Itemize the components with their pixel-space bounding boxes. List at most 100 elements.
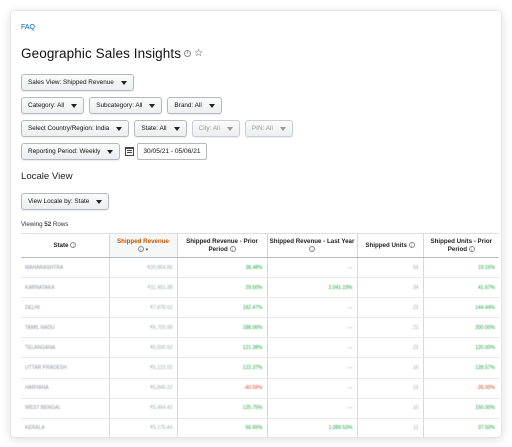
cell-state: UTTAR PRADESH (21, 357, 109, 379)
cell-shipped-revenue: ₹5,464.42 (108, 398, 177, 419)
subcategory-label: Subcategory: All (96, 102, 143, 109)
cell-shipped-units: 21 (356, 317, 423, 339)
table-row: MAHARASHTRA ₹20,854.86 38.48% —56 19.15% (21, 257, 499, 279)
cell-shipped-revenue: ₹20,854.86 (108, 257, 177, 279)
col-revenue-prior-period[interactable]: Shipped Revenue - Prior Period i (176, 233, 267, 258)
brand-label: Brand: All (174, 102, 202, 109)
cell-units-prior-period: 41.67% (422, 277, 499, 299)
cell-revenue-prior-period: 122.37% (176, 357, 267, 379)
cell-revenue-last-year: 1,089.53% (266, 418, 357, 437)
info-icon: i (468, 245, 475, 252)
pin-dropdown: PIN: All (244, 120, 293, 137)
report-panel: FAQ Geographic Sales Insights i ☆ Sales … (10, 10, 502, 438)
cell-shipped-units: 22 (356, 337, 423, 359)
filter-row-4: Reporting Period: Weekly 30/05/21 - 05/0… (21, 143, 207, 160)
table-row: HARYANA ₹5,845.22 -40.59% —15 -35.00% (21, 378, 499, 399)
faq-link[interactable]: FAQ (21, 24, 36, 31)
table-header-row: State i Shipped Revenue i ▾ Shipped Reven… (21, 233, 499, 258)
subcategory-dropdown[interactable]: Subcategory: All (89, 97, 163, 114)
cell-revenue-prior-period: -40.59% (176, 378, 267, 399)
brand-dropdown[interactable]: Brand: All (167, 97, 222, 114)
chevron-down-icon (120, 80, 127, 85)
country-label: Select Country/Region: India (28, 125, 110, 132)
cell-state: DELHI (21, 297, 109, 319)
country-dropdown[interactable]: Select Country/Region: India (21, 120, 130, 137)
cell-shipped-revenue: ₹5,845.22 (108, 378, 177, 399)
city-label: City: All (198, 125, 220, 132)
cell-shipped-units: 15 (356, 378, 423, 399)
col-shipped-revenue[interactable]: Shipped Revenue i ▾ (108, 233, 177, 258)
info-icon: i (408, 241, 415, 248)
cell-revenue-last-year: — (266, 337, 357, 359)
col-state[interactable]: State i (21, 233, 109, 258)
state-dropdown[interactable]: State: All (134, 120, 187, 137)
info-icon[interactable]: i (184, 50, 192, 57)
cell-revenue-prior-period: 38.48% (176, 257, 267, 279)
filter-row-3: Select Country/Region: India State: All … (21, 120, 293, 137)
cell-units-prior-period: 120.00% (422, 337, 499, 359)
table-body: MAHARASHTRA ₹20,854.86 38.48% —56 19.15% KARN… (21, 257, 499, 437)
reporting-period-dropdown[interactable]: Reporting Period: Weekly (21, 143, 121, 160)
info-icon: i (70, 241, 77, 248)
viewing-prefix: Viewing (21, 221, 43, 228)
cell-revenue-last-year: 2,041.19% (266, 277, 357, 299)
cell-shipped-units: 16 (356, 357, 423, 379)
cell-state: MAHARASHTRA (21, 257, 109, 279)
sort-desc-icon: ▾ (145, 246, 149, 253)
cell-revenue-prior-period: 56.65% (176, 418, 267, 437)
chevron-down-icon (226, 126, 233, 131)
chevron-down-icon (173, 126, 180, 131)
col-units-prior-period[interactable]: Shipped Units - Prior Period i (422, 233, 499, 258)
chevron-down-icon (107, 149, 114, 154)
info-icon: i (137, 245, 144, 252)
cell-shipped-revenue: ₹5,175.44 (108, 418, 177, 437)
filter-row-2: Category: All Subcategory: All Brand: Al… (21, 97, 222, 114)
col-shipped-units[interactable]: Shipped Units i (356, 233, 423, 258)
cell-revenue-last-year: — (266, 398, 357, 419)
info-icon: i (309, 245, 315, 252)
chevron-down-icon (279, 126, 286, 131)
calendar-icon[interactable] (125, 147, 135, 156)
cell-units-prior-period: 150.00% (422, 398, 499, 419)
cell-units-prior-period: 144.44% (422, 297, 499, 319)
table-row: TAMIL NADU ₹6,705.98 188.06% —21 200.00% (21, 317, 499, 339)
cell-shipped-units: 10 (356, 398, 423, 419)
cell-revenue-prior-period: 121.38% (176, 337, 267, 359)
chevron-down-icon (116, 126, 123, 131)
cell-state: KERALA (21, 418, 109, 437)
cell-units-prior-period: 200.00% (422, 317, 499, 339)
info-icon: i (229, 245, 236, 252)
view-locale-dropdown[interactable]: View Locale by: State (21, 193, 110, 210)
chevron-down-icon (96, 199, 103, 204)
cell-units-prior-period: 37.50% (422, 418, 499, 437)
cell-shipped-units: 34 (356, 277, 423, 299)
date-range-field[interactable]: 30/05/21 - 05/06/21 (137, 143, 207, 160)
cell-shipped-units: 11 (356, 418, 423, 437)
page-title: Geographic Sales Insights (21, 46, 182, 61)
sales-view-label: Sales View: Shipped Revenue (28, 79, 114, 86)
cell-units-prior-period: -35.00% (422, 378, 499, 399)
category-label: Category: All (28, 102, 65, 109)
table-row: DELHI ₹7,878.02 182.47% —22 144.44% (21, 297, 499, 319)
cell-units-prior-period: 19.15% (422, 257, 499, 279)
reporting-period-label: Reporting Period: Weekly (28, 148, 101, 155)
state-label: State: All (141, 125, 167, 132)
cell-shipped-revenue: ₹6,500.92 (108, 337, 177, 359)
category-dropdown[interactable]: Category: All (21, 97, 85, 114)
chevron-down-icon (149, 103, 156, 108)
cell-revenue-last-year: — (266, 297, 357, 319)
sales-view-dropdown[interactable]: Sales View: Shipped Revenue (21, 74, 134, 91)
cell-state: KARNATAKA (21, 277, 109, 299)
date-picker[interactable]: 30/05/21 - 05/06/21 (125, 143, 207, 160)
table-row: KARNATAKA ₹11,451.38 29.50% 2,041.19% 34 41.6… (21, 277, 499, 299)
col-revenue-last-year[interactable]: Shipped Revenue - Last Year i (266, 233, 357, 258)
star-icon[interactable]: ☆ (194, 48, 204, 59)
cell-shipped-revenue: ₹7,878.02 (108, 297, 177, 319)
cell-state: TAMIL NADU (21, 317, 109, 339)
table-row: KERALA ₹5,175.44 56.65% 1,089.53% 11 37.50% (21, 418, 499, 437)
cell-shipped-units: 22 (356, 297, 423, 319)
cell-shipped-revenue: ₹6,705.98 (108, 317, 177, 339)
locale-heading: Locale View (21, 171, 73, 182)
cell-revenue-last-year: — (266, 257, 357, 279)
viewing-suffix: Rows (52, 221, 69, 228)
